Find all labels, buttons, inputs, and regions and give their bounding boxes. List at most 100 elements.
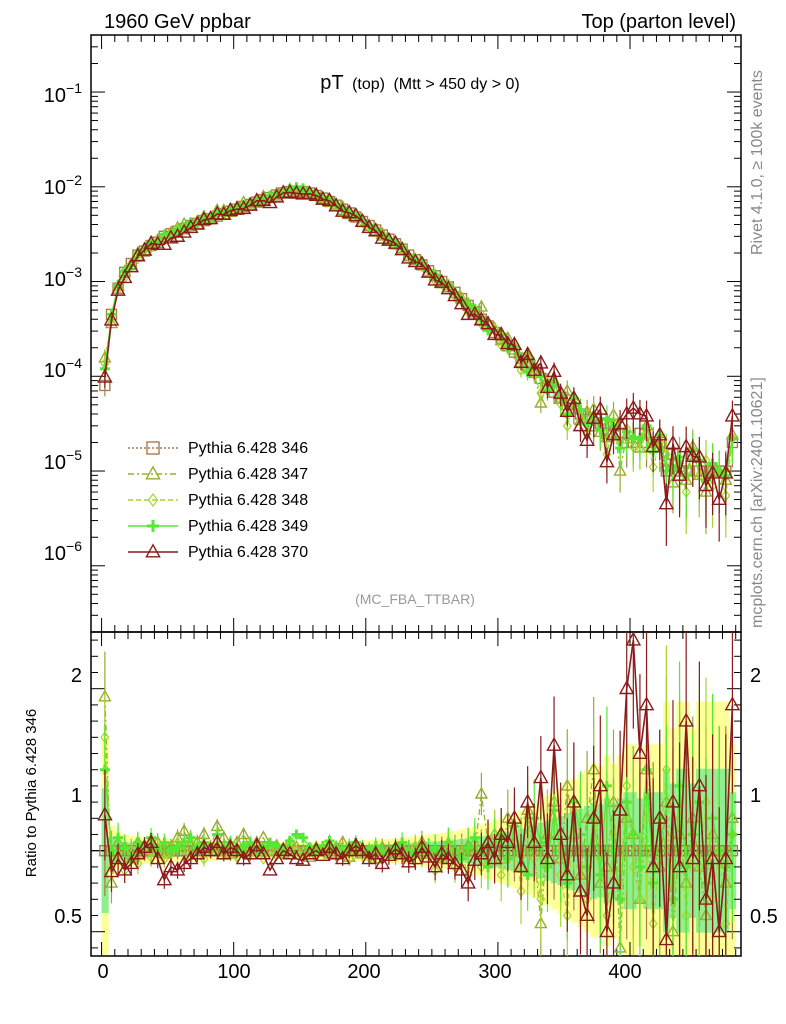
ratio-point (560, 778, 574, 791)
ratio-point (256, 830, 271, 843)
plot-title-sub1: (top) (352, 76, 385, 93)
ratio-point (119, 842, 130, 853)
main-point (361, 218, 377, 234)
ratio-point (97, 806, 113, 821)
main-line-370 (104, 191, 734, 504)
main-point (440, 280, 457, 295)
main-point (97, 368, 113, 383)
ratio-point (113, 832, 124, 843)
main-point (433, 273, 450, 288)
ratio-point (592, 777, 609, 792)
ratio-point (727, 829, 738, 840)
ratio-point (298, 832, 309, 843)
main-point (493, 326, 509, 341)
plot-title-main: pT (320, 72, 343, 94)
ratio-point (463, 842, 474, 853)
ratio-tick-left: 1 (71, 785, 82, 807)
ratio-point (268, 850, 285, 865)
ratio-point (453, 861, 470, 876)
ratio-point (599, 923, 615, 938)
ratio-point (255, 845, 272, 860)
main-point (613, 463, 627, 476)
main-point (534, 395, 548, 408)
ratio-point (394, 845, 410, 860)
main-point (301, 185, 318, 200)
ratio-point (493, 825, 509, 840)
ratio-point (698, 890, 714, 905)
data-layer (97, 182, 741, 956)
ratio-point (724, 696, 741, 711)
ratio-point (473, 845, 490, 860)
ratio-point (579, 906, 595, 921)
ratio-tick-right: 2 (750, 665, 761, 687)
ratio-point (143, 833, 159, 849)
ratio-point (433, 845, 450, 860)
analysis-watermark: (MC_FBA_TTBAR) (355, 591, 475, 607)
x-tick-label: 100 (217, 961, 250, 983)
ratio-point (238, 840, 249, 851)
ratio-point (496, 869, 506, 881)
ratio-point (387, 840, 404, 855)
ratio-point (519, 793, 536, 808)
main-point (559, 402, 576, 417)
ratio-point (165, 845, 176, 856)
main-point (516, 364, 526, 377)
main-point (453, 295, 470, 310)
main-point (579, 431, 595, 446)
ratio-point (533, 769, 549, 784)
main-point (601, 414, 612, 425)
main-point (638, 407, 655, 422)
ratio-point (658, 931, 675, 946)
ratio-point (172, 842, 183, 853)
ratio-point (258, 852, 268, 865)
main-point (298, 183, 309, 194)
legend-marks (128, 441, 178, 558)
ratio-point (249, 837, 265, 852)
main-point (625, 399, 642, 414)
ratio-point (585, 809, 602, 824)
ratio-point (414, 838, 430, 853)
legend-marker-346 (146, 441, 160, 455)
ratio-y-label: Ratio to Pythia 6.428 346 (23, 709, 40, 877)
ratio-point (612, 801, 628, 816)
ratio-point (176, 855, 192, 870)
main-point (560, 383, 574, 396)
ratio-point (684, 850, 701, 865)
ratio-point (539, 850, 556, 865)
ratio-point (272, 849, 282, 862)
ratio-point (407, 850, 424, 865)
legend-label: Pythia 6.428 349 (188, 518, 308, 535)
main-point (691, 448, 708, 463)
main-y-tick: 10−4 (44, 355, 82, 382)
main-y-tick-labels: 10−1 10−2 10−3 10−4 10−5 10−6 (44, 80, 82, 565)
ratio-point (265, 844, 275, 857)
ratio-point (430, 842, 441, 853)
main-point (612, 415, 628, 430)
ratio-point (536, 893, 546, 906)
main-y-tick: 10−2 (44, 172, 82, 199)
main-point (519, 346, 536, 361)
main-series-370 (97, 183, 741, 546)
main-point (110, 281, 126, 296)
ratio-point (566, 793, 582, 808)
main-point (562, 419, 572, 432)
main-point (552, 384, 569, 399)
main-y-tick: 10−3 (44, 264, 82, 291)
ratio-point (341, 842, 358, 857)
ratio-point (271, 840, 282, 851)
main-point (169, 227, 186, 242)
main-y-tick: 10−5 (44, 447, 82, 474)
ratio-point (691, 777, 708, 792)
main-point (387, 234, 404, 249)
ratio-point (185, 832, 196, 843)
legend-label: Pythia 6.428 348 (188, 492, 308, 509)
ratio-point (427, 858, 443, 873)
main-point (513, 353, 529, 369)
main-series-348 (100, 183, 737, 538)
ratio-point (156, 871, 173, 886)
ratio-point (447, 855, 463, 870)
ratio-point (308, 842, 325, 857)
main-frame (90, 34, 742, 633)
main-point (533, 354, 549, 369)
ratio-point (296, 843, 310, 856)
